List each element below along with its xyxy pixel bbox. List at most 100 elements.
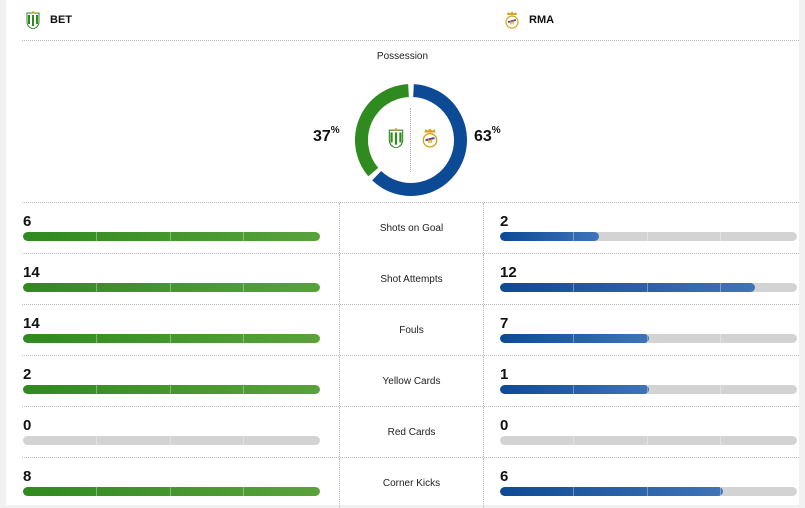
bar-segment-tick: [96, 334, 97, 343]
home-stat-value: 8: [23, 468, 32, 485]
bar-segment-tick: [647, 283, 648, 292]
bar-segment-tick: [573, 487, 574, 496]
bar-segment-tick: [96, 232, 97, 241]
away-stat-value: 6: [500, 468, 509, 485]
home-stat-value: 0: [23, 417, 32, 434]
stat-label: Shots on Goal: [339, 203, 484, 253]
away-possession-arc: [372, 84, 467, 196]
bar-segment-tick: [243, 385, 244, 394]
away-stat-value: 12: [500, 264, 517, 281]
away-stat-bar: [500, 334, 797, 343]
away-stat-value: 2: [500, 213, 509, 230]
stats-table: 6 Shots on Goal 2 14 Shot Attempts 12 14…: [22, 202, 799, 508]
bar-segment-tick: [170, 334, 171, 343]
away-possession-value: 63%: [474, 125, 501, 146]
bar-segment-tick: [243, 232, 244, 241]
stat-label: Red Cards: [339, 407, 484, 457]
home-stat-value: 14: [23, 264, 40, 281]
stat-row: 14 Shot Attempts 12: [22, 253, 799, 304]
bar-segment-tick: [243, 436, 244, 445]
away-stat-bar: [500, 385, 797, 394]
home-stat-value: 6: [23, 213, 32, 230]
away-stat-bar-fill: [500, 232, 721, 241]
bar-segment-tick: [170, 232, 171, 241]
stat-label: Yellow Cards: [339, 356, 484, 406]
svg-text:M: M: [428, 139, 433, 145]
bar-segment-tick: [720, 385, 721, 394]
stat-row: 0 Red Cards 0: [22, 406, 799, 457]
home-stat-value: 14: [23, 315, 40, 332]
bar-segment-tick: [720, 334, 721, 343]
away-stat-bar: [500, 283, 797, 292]
home-stat-value: 2: [23, 366, 32, 383]
real-betis-crest-icon: [26, 11, 40, 29]
real-madrid-crest-icon: M: [422, 128, 438, 148]
bar-segment-tick: [573, 385, 574, 394]
away-stat-bar-fill: [500, 385, 721, 394]
bar-segment-tick: [573, 283, 574, 292]
home-stat-bar: [23, 232, 320, 241]
bar-segment-tick: [170, 487, 171, 496]
bar-segment-tick: [720, 487, 721, 496]
home-stat-bar: [23, 385, 320, 394]
away-possession-number: 63: [474, 128, 492, 145]
home-stat-bar: [23, 334, 320, 343]
home-stat-bar-fill: [23, 283, 320, 292]
percent-sign: %: [491, 125, 501, 136]
stat-row: 14 Fouls 7: [22, 304, 799, 355]
away-stat-bar: [500, 232, 797, 241]
away-stat-value: 7: [500, 315, 509, 332]
bar-segment-tick: [170, 385, 171, 394]
bar-segment-tick: [573, 232, 574, 241]
away-stat-value: 1: [500, 366, 509, 383]
home-possession-number: 37: [313, 128, 331, 145]
stat-label: Fouls: [339, 305, 484, 355]
home-possession-arc: [355, 84, 410, 177]
away-stat-value: 0: [500, 417, 509, 434]
home-stat-bar-fill: [23, 232, 320, 241]
bar-segment-tick: [170, 436, 171, 445]
away-team[interactable]: M RMA: [504, 11, 554, 29]
bar-segment-tick: [647, 334, 648, 343]
real-betis-crest-icon: [388, 128, 404, 148]
bar-segment-tick: [647, 487, 648, 496]
percent-sign: %: [330, 125, 340, 136]
donut-divider: [410, 108, 412, 172]
bar-segment-tick: [720, 232, 721, 241]
home-stat-bar: [23, 283, 320, 292]
bar-segment-tick: [243, 283, 244, 292]
away-stat-bar: [500, 436, 797, 445]
stat-row: 8 Corner Kicks 6: [22, 457, 799, 508]
possession-title: Possession: [376, 51, 429, 62]
team-header-row: BET M RMA: [22, 0, 799, 41]
home-possession-value: 37%: [313, 125, 340, 146]
match-stats-panel: BET M RMA Possession 37% 63% M: [6, 0, 799, 508]
bar-segment-tick: [243, 334, 244, 343]
bar-segment-tick: [573, 436, 574, 445]
bar-segment-tick: [647, 385, 648, 394]
away-stat-bar-fill: [500, 334, 721, 343]
bar-segment-tick: [170, 283, 171, 292]
home-stat-bar-fill: [23, 334, 320, 343]
away-stat-bar: [500, 487, 797, 496]
bar-segment-tick: [96, 487, 97, 496]
home-stat-bar: [23, 487, 320, 496]
home-stat-bar: [23, 436, 320, 445]
away-stat-bar-fill: [500, 487, 723, 496]
bar-segment-tick: [96, 436, 97, 445]
stat-row: 6 Shots on Goal 2: [22, 202, 799, 253]
bar-segment-tick: [573, 334, 574, 343]
bar-segment-tick: [96, 385, 97, 394]
home-stat-bar-fill: [23, 487, 320, 496]
stat-label: Corner Kicks: [339, 458, 484, 508]
bar-segment-tick: [720, 283, 721, 292]
bar-segment-tick: [647, 232, 648, 241]
home-team[interactable]: BET: [25, 11, 72, 29]
away-team-abbr: RMA: [529, 14, 555, 26]
home-stat-bar-fill: [23, 385, 320, 394]
stat-label: Shot Attempts: [339, 254, 484, 304]
possession-donut: [355, 84, 467, 196]
bar-segment-tick: [647, 436, 648, 445]
bar-segment-tick: [96, 283, 97, 292]
bar-segment-tick: [243, 487, 244, 496]
